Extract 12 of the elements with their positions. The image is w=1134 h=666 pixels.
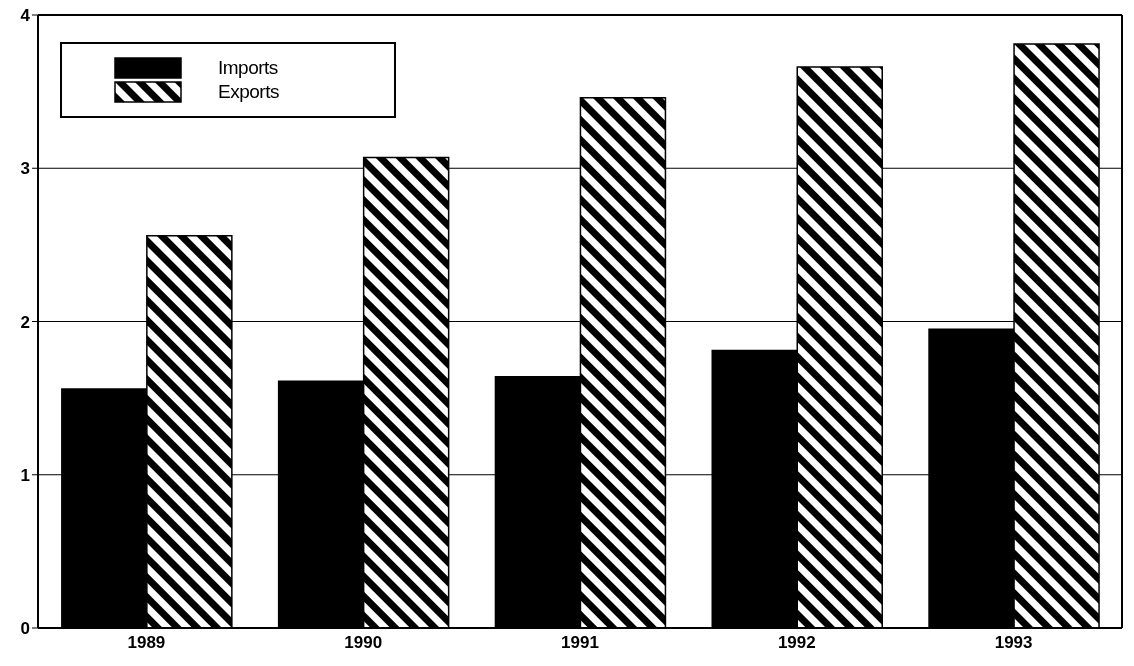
y-tick-label: 1: [20, 465, 30, 485]
x-tick-label: 1990: [344, 633, 383, 653]
y-tick-label: 0: [20, 619, 30, 639]
x-tick-label: 1992: [777, 633, 816, 653]
legend-label: Imports: [218, 57, 278, 79]
legend-label: Exports: [218, 81, 279, 103]
x-tick-label: 1991: [561, 633, 599, 653]
y-tick-label: 3: [20, 159, 30, 179]
x-tick-label: 1989: [127, 633, 166, 653]
y-tick-label: 2: [20, 312, 30, 332]
y-tick-label: 4: [20, 6, 31, 26]
x-tick-label: 1993: [994, 633, 1033, 653]
